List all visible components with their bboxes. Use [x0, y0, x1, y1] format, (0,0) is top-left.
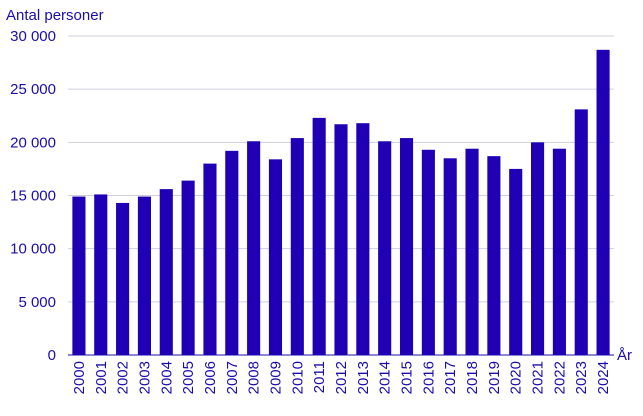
- bar-2018: [465, 148, 479, 355]
- x-tick-label: 2007: [224, 361, 241, 394]
- x-tick-label: 2001: [93, 361, 110, 394]
- x-tick-label: 2021: [530, 361, 547, 394]
- bar-2010: [290, 138, 304, 355]
- y-tick-labels: 0 5 000 10 000 15 000 20 000 25 000 30 000: [10, 28, 56, 364]
- bar-2006: [203, 163, 217, 355]
- bar-2017: [443, 158, 457, 355]
- bar-2009: [268, 159, 283, 355]
- y-tick-label: 20 000: [10, 134, 56, 151]
- bar-2015: [399, 138, 414, 355]
- bar-2007: [225, 150, 239, 355]
- bar-2008: [247, 141, 261, 355]
- x-tick-label: 2017: [442, 361, 459, 394]
- bar-2001: [94, 194, 108, 355]
- y-tick-label: 25 000: [10, 81, 56, 98]
- x-tick-label: 2005: [180, 361, 197, 394]
- x-tick-label: 2010: [289, 361, 306, 394]
- bars: [72, 49, 610, 356]
- y-axis-title: Antal personer: [6, 7, 104, 24]
- x-tick-label: 2013: [355, 361, 372, 394]
- bar-2024: [596, 49, 610, 355]
- x-tick-label: 2008: [246, 361, 263, 394]
- x-tick-label: 2014: [377, 361, 394, 394]
- x-tick-label: 2011: [311, 361, 328, 393]
- x-axis-title: År: [617, 347, 632, 364]
- y-tick-label: 15 000: [10, 188, 56, 205]
- bar-2014: [378, 141, 392, 355]
- bar-2011: [312, 117, 326, 355]
- x-tick-label: 2023: [573, 361, 590, 394]
- x-tick-label: 2006: [202, 361, 219, 394]
- bar-2021: [531, 142, 545, 355]
- x-tick-label: 2009: [267, 361, 284, 394]
- y-tick-label: 10 000: [10, 241, 56, 258]
- x-tick-label: 2024: [595, 361, 612, 394]
- bar-2000: [72, 196, 86, 355]
- x-tick-label: 2016: [420, 361, 437, 394]
- x-tick-label: 2000: [71, 361, 88, 394]
- x-tick-label: 2003: [136, 361, 153, 394]
- y-tick-label: 5 000: [18, 294, 56, 311]
- x-tick-label: 2015: [399, 361, 416, 394]
- bar-2020: [509, 168, 523, 355]
- x-tick-label: 2002: [115, 361, 132, 394]
- bar-2016: [421, 149, 435, 355]
- x-tick-label: 2022: [551, 361, 568, 394]
- x-tick-labels: 2000 2001 2002 2003 2004 2005 2006 2007 2008 2009…: [71, 361, 612, 394]
- bar-2022: [552, 148, 566, 355]
- bar-2019: [487, 156, 501, 355]
- y-tick-label: 30 000: [10, 28, 56, 45]
- bar-2012: [334, 124, 348, 355]
- x-tick-label: 2019: [486, 361, 503, 394]
- x-tick-label: 2020: [508, 361, 525, 394]
- bar-2002: [116, 202, 130, 355]
- y-tick-label: 0: [48, 347, 56, 364]
- x-tick-label: 2004: [158, 361, 175, 394]
- x-tick-label: 2012: [333, 361, 350, 394]
- bar-2003: [137, 196, 151, 355]
- bar-2005: [181, 180, 195, 355]
- x-tick-label: 2018: [464, 361, 481, 394]
- bar-2023: [574, 109, 588, 356]
- bar-2013: [356, 123, 370, 356]
- bar-2004: [159, 189, 173, 355]
